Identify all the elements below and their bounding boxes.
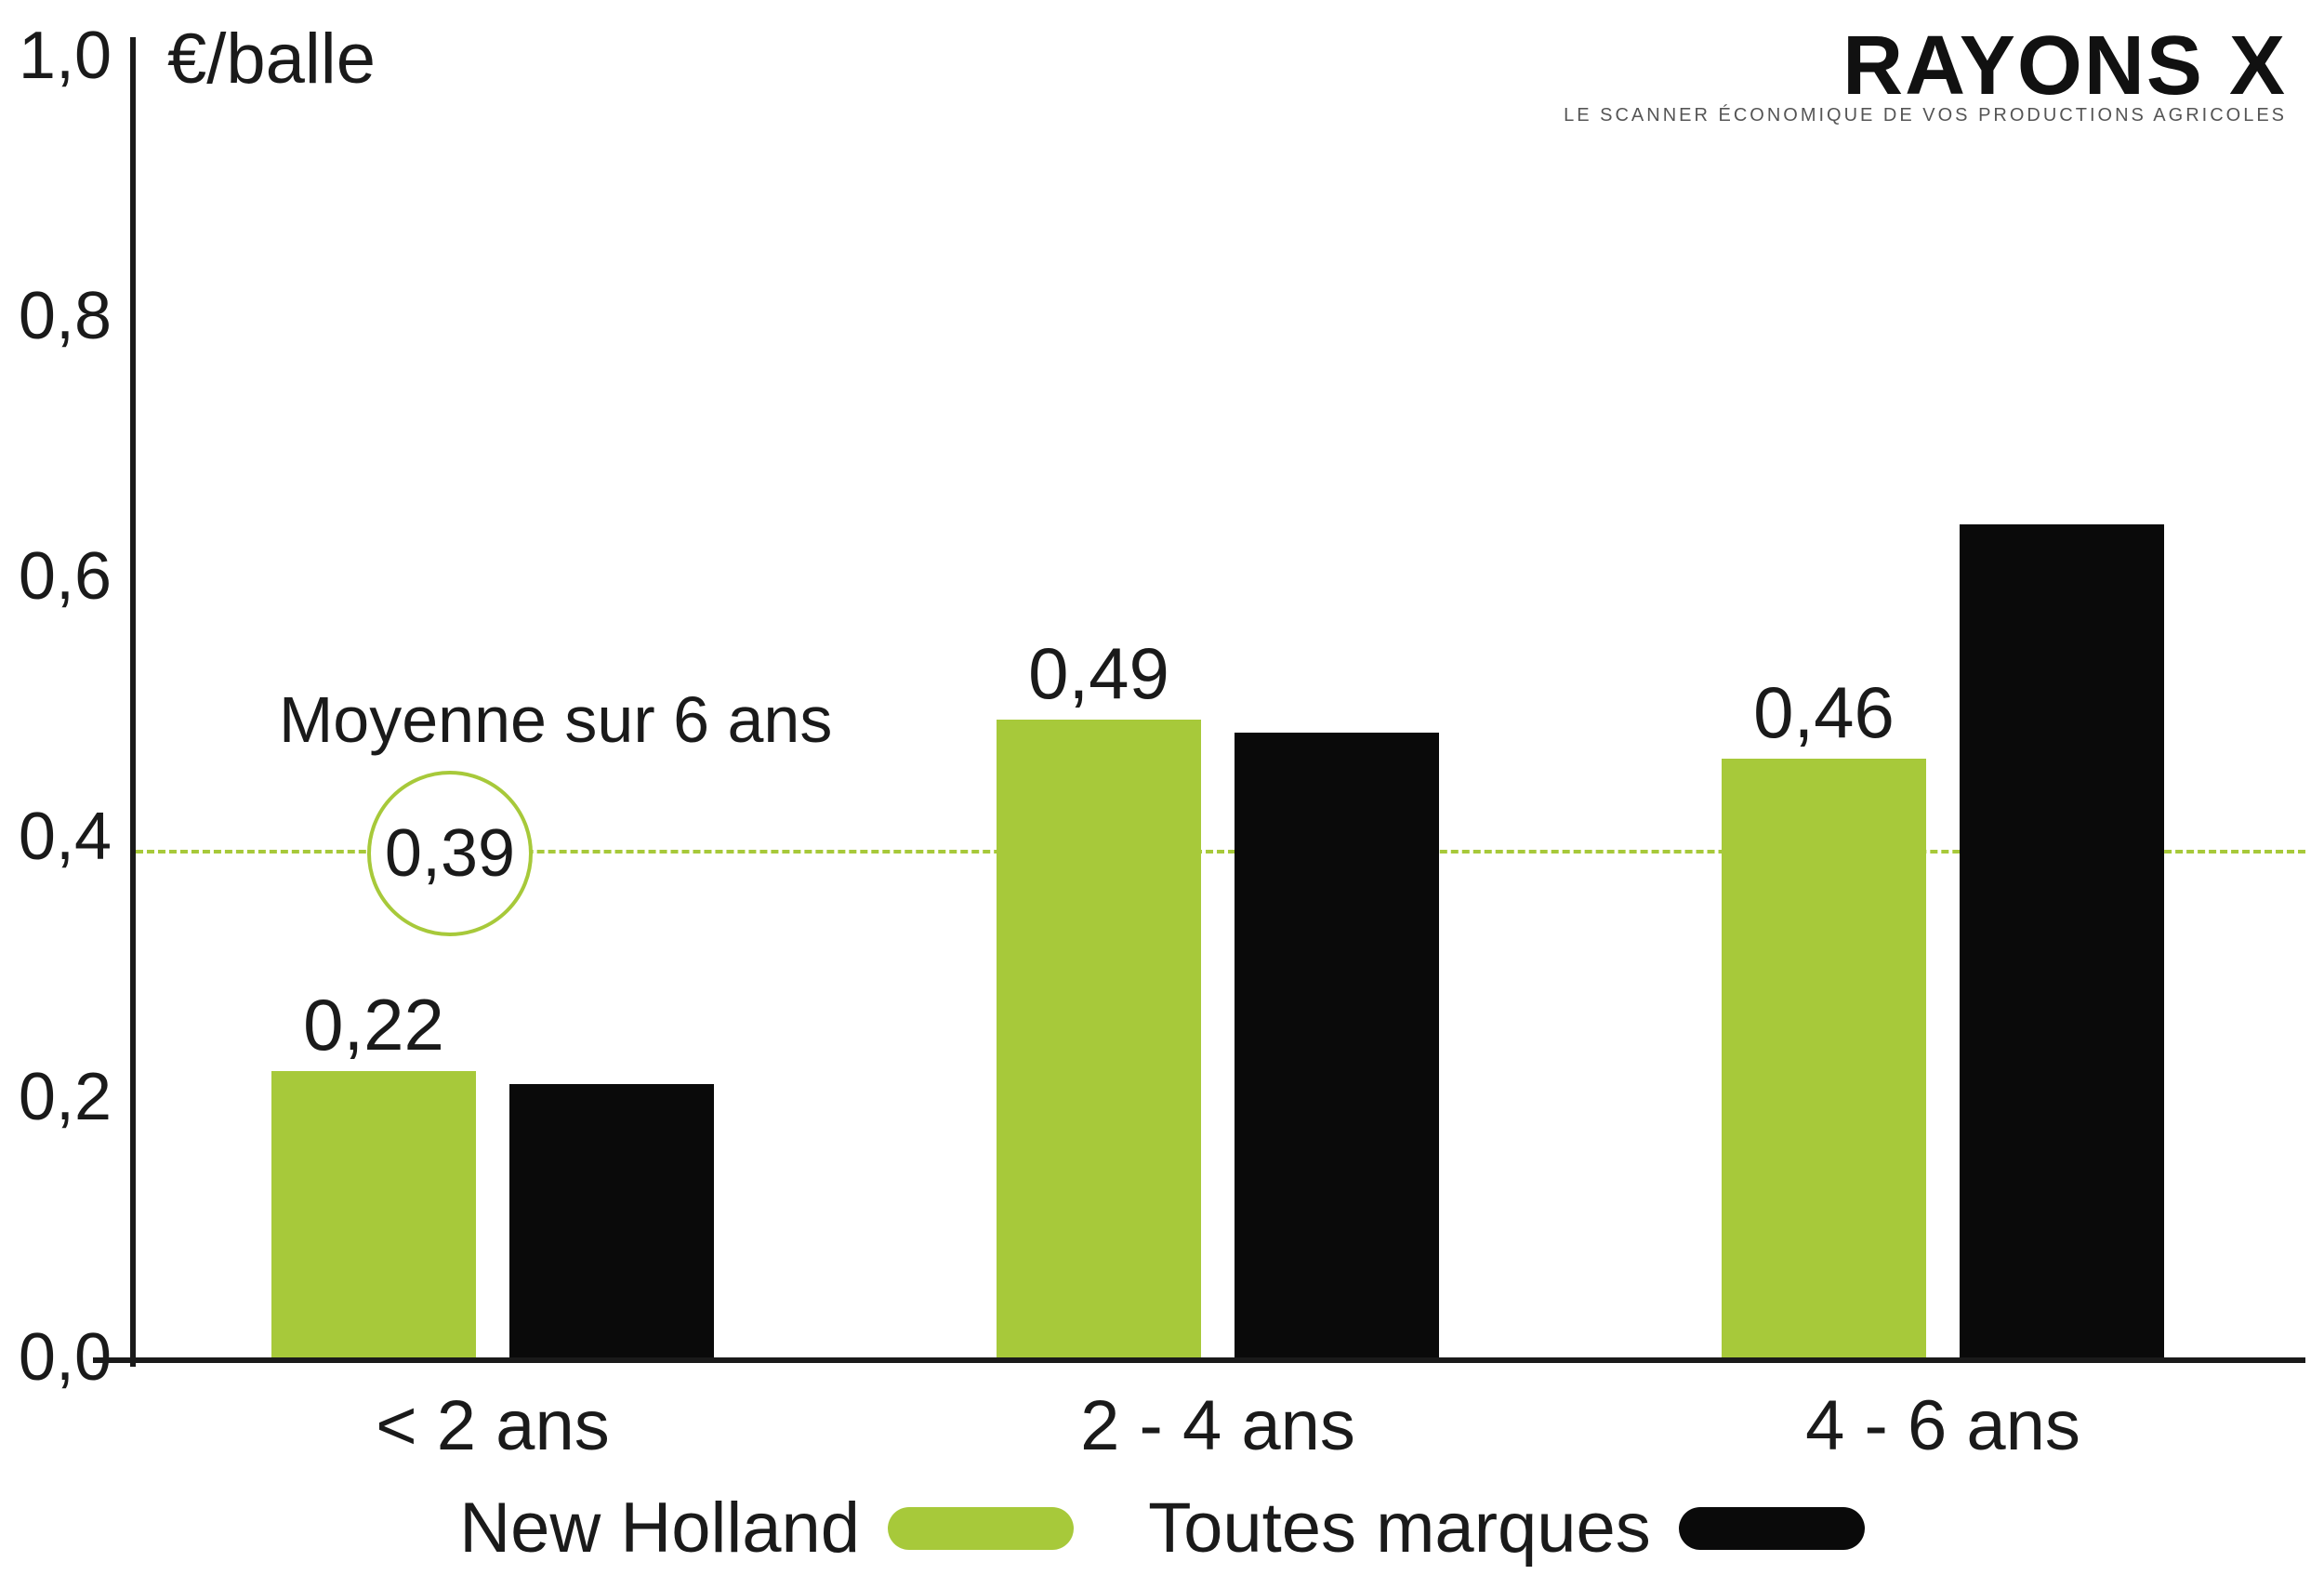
- average-label: Moyenne sur 6 ans: [279, 682, 832, 757]
- bar: [271, 1071, 476, 1357]
- y-tick-label: 0,4: [19, 799, 112, 875]
- bar: [1960, 524, 2164, 1357]
- bar: [1722, 759, 1926, 1357]
- legend-item-toutes-marques: Toutes marques: [1148, 1488, 1865, 1568]
- category-label: 2 - 4 ans: [1080, 1385, 1355, 1466]
- legend-swatch: [1679, 1507, 1865, 1550]
- brand-logo: RAYONS X LE SCANNER ÉCONOMIQUE DE VOS PR…: [1564, 19, 2287, 126]
- legend: New Holland Toutes marques: [0, 1488, 2324, 1568]
- y-tick-label: 0,6: [19, 538, 112, 615]
- category-label: 4 - 6 ans: [1805, 1385, 2080, 1466]
- y-tick-label: 0,8: [19, 278, 112, 354]
- y-tick-label: 0,2: [19, 1059, 112, 1135]
- y-axis-line: [130, 37, 136, 1367]
- bar: [997, 720, 1201, 1357]
- bar: [509, 1084, 714, 1357]
- legend-label: New Holland: [459, 1488, 860, 1568]
- legend-label: Toutes marques: [1148, 1488, 1651, 1568]
- bar-value-label: 0,22: [303, 983, 444, 1067]
- category-label: < 2 ans: [376, 1385, 609, 1466]
- bar-value-label: 0,46: [1753, 670, 1895, 755]
- brand-logo-main: RAYONS X: [1564, 19, 2287, 114]
- brand-logo-tagline: LE SCANNER ÉCONOMIQUE DE VOS PRODUCTIONS…: [1564, 105, 2287, 126]
- y-tick-label: 0,0: [19, 1319, 112, 1396]
- bar-value-label: 0,49: [1028, 631, 1169, 716]
- bar: [1235, 733, 1439, 1357]
- legend-item-new-holland: New Holland: [459, 1488, 1074, 1568]
- y-tick-label: 1,0: [19, 18, 112, 94]
- legend-swatch: [888, 1507, 1074, 1550]
- bar-chart: RAYONS X LE SCANNER ÉCONOMIQUE DE VOS PR…: [0, 0, 2324, 1588]
- x-axis-line: [93, 1357, 2305, 1363]
- y-axis-title: €/balle: [167, 19, 376, 99]
- average-value-badge: 0,39: [367, 771, 533, 936]
